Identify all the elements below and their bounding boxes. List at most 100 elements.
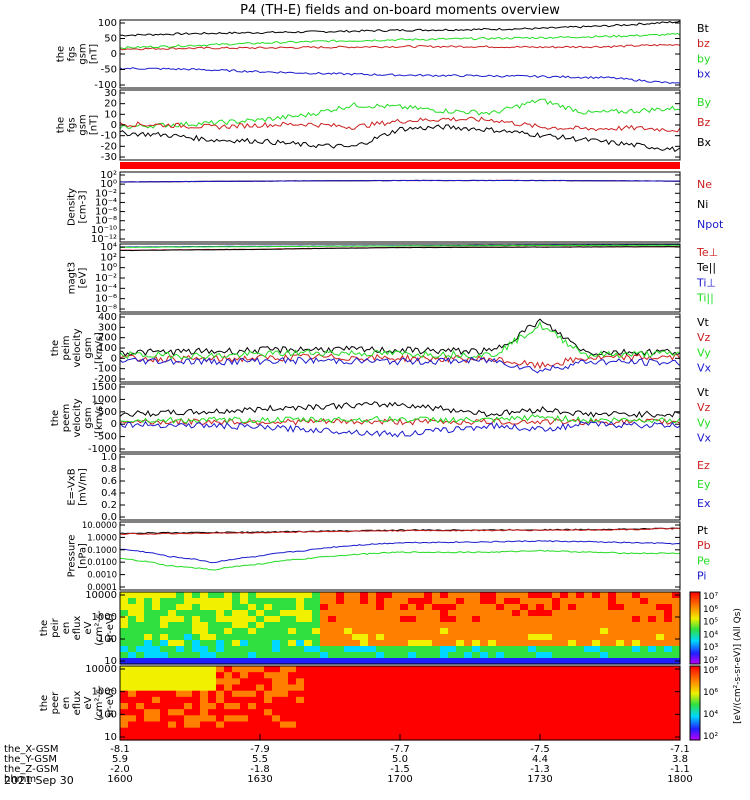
spectrogram-cell	[376, 690, 385, 698]
spectrogram-cell	[648, 616, 657, 623]
spectrogram-cell	[272, 672, 281, 679]
spectrogram-cell	[376, 658, 385, 665]
spectrogram-cell	[128, 666, 137, 673]
x-axis-value: -1.5	[390, 764, 410, 775]
spectrogram-cell	[304, 666, 313, 673]
spectrogram-cell	[344, 690, 353, 698]
spectrogram-cell	[640, 703, 649, 710]
y-axis-label: eV	[83, 621, 94, 634]
spectrogram-cell	[608, 652, 617, 659]
spectrogram-cell	[272, 598, 281, 605]
spectrogram-cell	[576, 598, 585, 605]
spectrogram-cell	[192, 721, 201, 729]
spectrogram-cell	[624, 733, 633, 741]
y-tick-label: -100	[94, 80, 117, 91]
spectrogram-cell	[656, 604, 665, 611]
spectrogram-cell	[328, 715, 337, 723]
spectrogram-cell	[128, 721, 137, 729]
spectrogram-cell	[424, 628, 433, 635]
spectrogram-cell	[272, 646, 281, 653]
spectrogram-cell	[624, 672, 633, 679]
spectrogram-cell	[136, 733, 145, 741]
spectrogram-cell	[560, 690, 569, 698]
series-line-bx	[119, 67, 681, 85]
legend-item-Vx: Vx	[697, 431, 712, 444]
spectrogram-cell	[432, 616, 441, 623]
spectrogram-cell	[664, 598, 673, 605]
spectrogram-cell	[344, 696, 353, 704]
spectrogram-cell	[216, 709, 225, 716]
spectrogram-cell	[280, 672, 289, 679]
spectrogram-cell	[360, 678, 369, 686]
spectrogram-cell	[328, 604, 337, 611]
spectrogram-cell	[656, 678, 665, 686]
spectrogram-cell	[560, 658, 569, 665]
spectrogram-cell	[632, 703, 641, 710]
spectrogram-cell	[504, 666, 513, 673]
y-tick-label: 10⁻⁸	[95, 304, 117, 315]
spectrogram-cell	[584, 703, 593, 710]
spectrogram-cell	[416, 703, 425, 710]
legend-item-Npot: Npot	[697, 218, 724, 231]
spectrogram-cell	[200, 721, 209, 729]
spectrogram-cell	[456, 727, 465, 735]
spectrogram-cell	[384, 634, 393, 641]
spectrogram-cell	[416, 622, 425, 629]
spectrogram-cell	[144, 696, 153, 704]
spectrogram-cell	[280, 709, 289, 716]
spectrogram-cell	[216, 598, 225, 605]
spectrogram-cell	[360, 622, 369, 629]
spectrogram-cell	[344, 709, 353, 716]
y-tick-label: 0.2	[101, 500, 117, 511]
spectrogram-cell	[448, 721, 457, 729]
spectrogram-cell	[120, 616, 129, 623]
spectrogram-cell	[576, 652, 585, 659]
spectrogram-cell	[312, 658, 321, 665]
spectrogram-cell	[440, 628, 449, 635]
spectrogram-cell	[408, 690, 417, 698]
spectrogram-cell	[496, 678, 505, 686]
spectrogram-cell	[296, 598, 305, 605]
spectrogram-cell	[592, 672, 601, 679]
spectrogram-cell	[568, 622, 577, 629]
spectrogram-cell	[472, 628, 481, 635]
legend-item-Vt: Vt	[697, 386, 710, 399]
spectrogram-cell	[504, 598, 513, 605]
spectrogram-cell	[552, 598, 561, 605]
series-line-Bx	[119, 124, 681, 153]
spectrogram-cell	[280, 622, 289, 629]
spectrogram-cell	[544, 610, 553, 617]
spectrogram-cell	[376, 709, 385, 716]
spectrogram-cell	[456, 628, 465, 635]
spectrogram-cell	[200, 690, 209, 698]
spectrogram-cell	[640, 652, 649, 659]
x-axis-value: 4.4	[532, 754, 548, 765]
spectrogram-cell	[584, 592, 593, 599]
spectrogram-cell	[136, 678, 145, 686]
spectrogram-cell	[400, 622, 409, 629]
spectrogram-cell	[320, 634, 329, 641]
spectrogram-cell	[432, 709, 441, 716]
spectrogram-cell	[560, 622, 569, 629]
spectrogram-cell	[632, 652, 641, 659]
spectrogram-cell	[624, 610, 633, 617]
spectrogram-cell	[616, 733, 625, 741]
spectrogram-cell	[624, 622, 633, 629]
spectrogram-cell	[240, 652, 249, 659]
spectrogram-cell	[248, 598, 257, 605]
spectrogram-cell	[464, 672, 473, 679]
spectrogram-cell	[288, 610, 297, 617]
legend-item-Bx: Bx	[697, 136, 712, 149]
spectrogram-cell	[272, 721, 281, 729]
spectrogram-cell	[536, 721, 545, 729]
spectrogram-cell	[224, 715, 233, 723]
spectrogram-cell	[592, 652, 601, 659]
spectrogram-cell	[320, 640, 329, 647]
spectrogram-cell	[240, 592, 249, 599]
spectrogram-cell	[512, 733, 521, 741]
spectrogram-cell	[400, 646, 409, 653]
spectrogram-cell	[144, 678, 153, 686]
spectrogram-cell	[392, 709, 401, 716]
